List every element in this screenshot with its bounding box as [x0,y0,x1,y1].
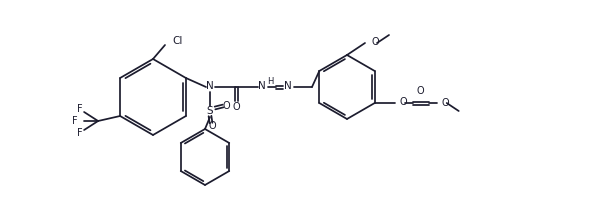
Text: O: O [222,101,230,111]
Text: S: S [206,106,213,116]
Text: N: N [284,81,292,91]
Text: N: N [206,81,214,91]
Text: H: H [267,78,273,86]
Text: O: O [208,121,216,131]
Text: F: F [77,104,83,114]
Text: Cl: Cl [172,36,182,46]
Text: O: O [232,102,240,112]
Text: O: O [371,37,379,47]
Text: O: O [417,86,424,96]
Text: F: F [72,116,78,126]
Text: N: N [258,81,266,91]
Text: F: F [77,128,83,138]
Text: O: O [442,98,449,108]
Text: O: O [400,97,408,107]
